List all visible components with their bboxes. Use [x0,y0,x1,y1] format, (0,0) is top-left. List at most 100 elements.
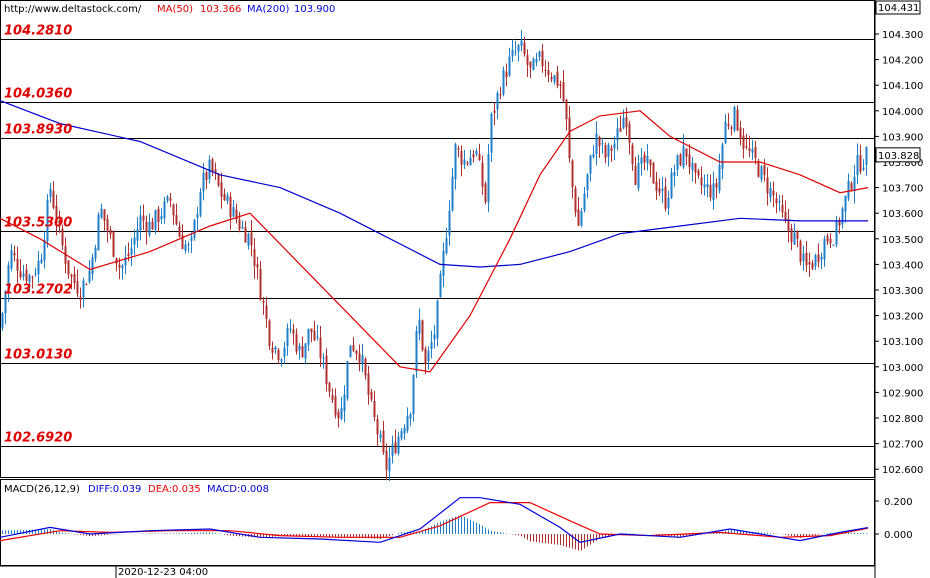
candle-body [184,244,187,251]
price-axis: 104.300 104.200 104.100 104.000 103.900 103.8… [875,30,923,476]
candle-body [676,155,679,170]
price-tick-label: 102.700 [882,440,923,451]
candle-body [694,163,697,173]
candle-body [379,434,382,439]
price-tick-label: 104.000 [882,107,923,118]
candle-body [370,391,373,400]
candle-body [388,457,391,472]
candle-body [253,249,256,267]
candle-body [169,198,172,201]
candle-body [43,239,46,261]
candle-body [715,183,718,188]
candle-body [736,109,739,131]
candle-body [568,117,571,159]
candle-body [601,143,604,145]
candle-body [547,70,550,76]
candle-body [661,188,664,191]
candle-body [178,226,181,237]
candle-body [46,199,49,242]
ma200-value: 103.900 [294,4,335,15]
candle-body [460,151,463,165]
macd-histogram [2,515,867,551]
candle-body [637,163,640,189]
candle-body [760,166,763,180]
price-tick-label: 103.400 [882,260,923,271]
candle-body [265,305,268,319]
candle-body [325,355,328,384]
candle-body [790,228,793,243]
candle-body [205,172,208,180]
candle-body [664,186,667,209]
candle-body [52,190,55,208]
candle-body [799,241,802,263]
candle-body [604,145,607,158]
candle-body [433,334,436,340]
candle-body [553,75,556,82]
level-label: 103.2702 [4,283,72,298]
candle-body [58,220,61,225]
candle-body [7,265,10,292]
candle-body [37,260,40,275]
candle-body [13,252,16,256]
candle-body [373,401,376,417]
candle-body [70,274,73,277]
candle-body [364,358,367,376]
macd-diff-value: DIFF:0.039 [88,484,141,495]
candle-body [499,94,502,96]
candle-body [853,176,856,192]
candle-body [835,220,838,245]
candle-body [256,264,259,268]
candle-body [775,198,778,204]
candle-body [697,170,700,176]
candle-body [595,133,598,155]
candle-body [670,172,673,198]
candle-body [94,247,97,259]
candle-body [781,204,784,213]
candle-body [385,450,388,470]
macd-tick-label: 0.000 [884,530,913,541]
candle-body [847,180,850,199]
candle-body [838,221,841,226]
candle-body [844,195,847,212]
price-tick-label: 104.200 [882,56,923,67]
candle-body [286,328,289,347]
candle-body [394,442,397,453]
candle-body [187,244,190,246]
candle-body [1,313,4,328]
candle-body [391,444,394,456]
candle-body [517,45,520,52]
top-price-badge-text: 104.431 [878,3,919,14]
candle-body [49,188,52,198]
candle-body [484,183,487,202]
candle-body [424,348,427,364]
candle-body [406,416,409,431]
candle-body [658,188,661,193]
candle-body [301,346,304,358]
candle-body [583,193,586,211]
candle-body [865,146,868,165]
candle-body [193,219,196,238]
candle-body [34,273,37,275]
candle-body [703,184,706,188]
candle-body [634,165,637,185]
candle-body [793,232,796,245]
candle-body [235,209,238,220]
candle-body [655,181,658,192]
candle-body [652,163,655,184]
candle-body [310,328,313,333]
candle-body [97,214,100,251]
level-label: 104.0360 [4,87,72,102]
x-axis-time-label: 2020-12-23 04:00 [118,567,208,578]
candle-body [109,229,112,235]
candle-body [580,211,583,226]
price-tick-label: 103.200 [882,312,923,323]
candle-body [292,329,295,334]
candle-body [796,230,799,239]
candle-body [562,82,565,102]
candle-body [529,61,532,68]
candle-body [79,296,82,300]
candlesticks [1,30,868,481]
candle-body [61,228,64,246]
candle-body [427,350,430,362]
candle-body [628,123,631,143]
